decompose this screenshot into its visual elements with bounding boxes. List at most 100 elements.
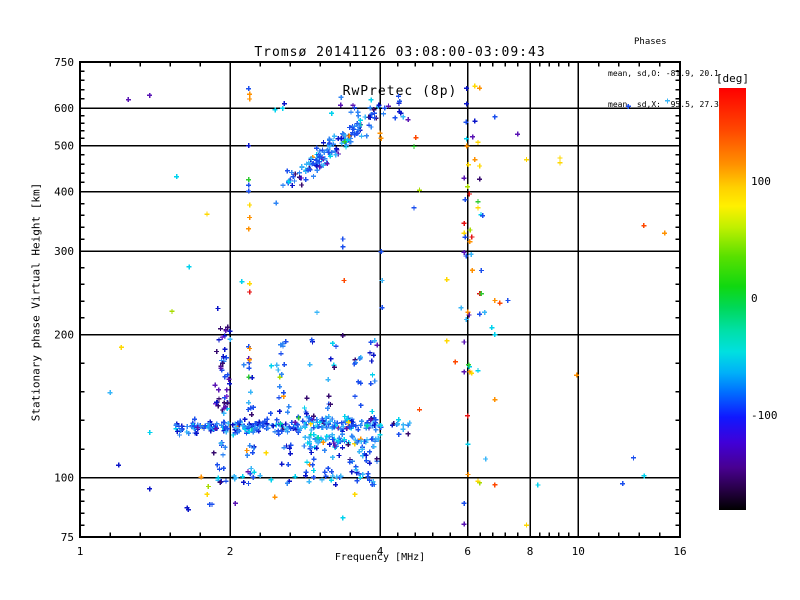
data-point	[253, 421, 259, 426]
x-tick-label: 6	[464, 545, 471, 558]
data-point	[311, 173, 316, 179]
data-point	[325, 405, 331, 411]
data-point	[411, 144, 417, 149]
data-point	[273, 422, 279, 428]
data-point	[222, 444, 228, 450]
data-point	[125, 97, 131, 103]
data-point	[466, 362, 472, 368]
data-point	[227, 328, 233, 334]
data-point	[489, 325, 495, 331]
data-point	[353, 423, 359, 429]
data-point	[338, 426, 344, 432]
data-point	[301, 443, 307, 449]
colorbar-title: [deg]	[715, 72, 750, 85]
data-point	[357, 117, 363, 123]
data-points	[107, 83, 670, 528]
x-tick-label: 8	[527, 545, 534, 558]
data-point	[311, 474, 317, 480]
data-point	[194, 430, 200, 436]
data-point	[462, 234, 468, 240]
y-tick-label: 75	[61, 531, 74, 544]
data-point	[292, 419, 298, 425]
phase-stats-x-mode: mean, sd,X: 95.5, 27.3	[608, 100, 719, 109]
data-point	[317, 159, 322, 165]
data-point	[352, 105, 357, 111]
data-point	[304, 395, 310, 401]
data-point	[372, 110, 377, 116]
data-point	[214, 399, 220, 405]
data-point	[311, 456, 317, 462]
data-point	[461, 500, 467, 506]
data-point	[197, 423, 203, 429]
data-point	[458, 305, 464, 311]
data-point	[201, 425, 207, 431]
data-point	[242, 416, 248, 422]
data-point	[248, 389, 254, 395]
y-axis-label: Stationary phase Virtual Height [km]	[29, 182, 43, 422]
data-point	[463, 119, 469, 125]
data-point	[245, 426, 251, 431]
data-point	[341, 437, 347, 442]
data-point	[461, 369, 467, 375]
data-point	[278, 342, 284, 348]
data-point	[472, 157, 478, 163]
data-point	[362, 114, 368, 120]
data-point	[225, 372, 231, 378]
data-point	[469, 370, 475, 376]
data-point	[215, 475, 221, 481]
data-point	[192, 416, 198, 422]
data-point	[302, 423, 308, 429]
data-point	[173, 422, 179, 428]
data-point	[218, 326, 223, 332]
data-point	[348, 139, 354, 145]
data-point	[246, 143, 252, 149]
data-point	[411, 205, 417, 211]
data-point	[320, 439, 326, 445]
data-point	[319, 477, 325, 483]
data-point	[346, 133, 352, 139]
data-point	[463, 317, 469, 322]
data-point	[245, 469, 251, 475]
data-point	[226, 376, 232, 382]
data-point	[336, 453, 342, 458]
data-point	[368, 381, 374, 387]
data-point	[300, 418, 306, 424]
data-point	[464, 85, 470, 91]
data-point	[306, 418, 312, 424]
data-point	[216, 337, 222, 343]
data-point	[346, 419, 352, 425]
data-point	[331, 424, 337, 430]
data-point	[287, 445, 293, 451]
data-point	[204, 491, 210, 497]
data-point	[347, 125, 353, 130]
data-point	[461, 249, 467, 255]
data-point	[348, 423, 354, 429]
data-point	[340, 131, 346, 137]
data-point	[225, 420, 231, 426]
data-point	[480, 213, 486, 219]
data-point	[335, 438, 341, 444]
data-point	[372, 438, 378, 444]
data-point	[314, 163, 320, 169]
data-point	[322, 469, 328, 475]
data-point	[277, 408, 283, 414]
data-point	[215, 306, 221, 311]
data-point	[205, 484, 211, 489]
data-point	[472, 118, 478, 124]
data-point	[298, 425, 304, 431]
data-point	[357, 475, 363, 480]
data-point	[223, 429, 229, 435]
data-point	[374, 342, 380, 348]
data-point	[207, 421, 212, 427]
data-point	[345, 442, 351, 448]
data-point	[313, 423, 319, 429]
data-point	[472, 83, 478, 89]
data-point	[557, 160, 563, 166]
data-point	[315, 435, 321, 441]
data-point	[241, 479, 247, 485]
data-point	[330, 138, 336, 143]
data-point	[400, 422, 406, 428]
data-point	[299, 182, 305, 188]
data-point	[242, 426, 248, 432]
plot-title: Tromsø 20141126 03:08:00-03:09:43	[254, 45, 546, 60]
